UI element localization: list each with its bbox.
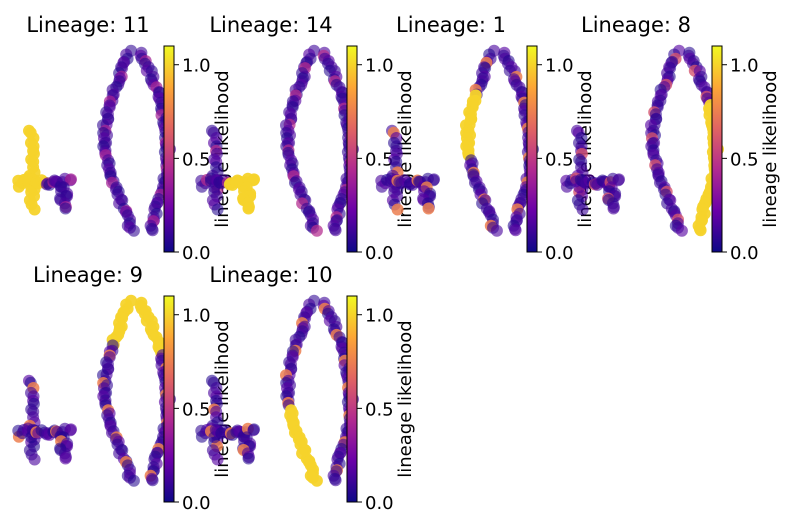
colorbar-tick-label: 1.0 <box>365 56 394 77</box>
colorbar <box>163 45 175 253</box>
panel-title: Lineage: 9 <box>33 263 143 287</box>
scatter-point <box>65 423 77 436</box>
colorbar-tick-label: 0.5 <box>365 399 394 420</box>
scatter-point <box>28 453 41 466</box>
colorbar-tick-label: 0.0 <box>365 493 394 514</box>
colorbar-tick-label: 0.0 <box>365 243 394 264</box>
scatter-point <box>607 202 620 215</box>
colorbar-tick-label: 0.5 <box>182 149 211 170</box>
scatter-point <box>211 203 224 216</box>
scatter-point <box>613 173 625 186</box>
scatter-point <box>310 224 323 237</box>
colorbar-tick-label: 0.5 <box>730 149 759 170</box>
scatter-point <box>242 452 255 465</box>
scatter-point <box>65 173 77 186</box>
colorbar <box>346 45 358 253</box>
colorbar-tick-label: 1.0 <box>182 56 211 77</box>
scatter-point <box>242 202 255 215</box>
scatter-point <box>576 203 589 216</box>
colorbar-tick-label: 0.0 <box>182 493 211 514</box>
panel-title: Lineage: 8 <box>581 13 691 37</box>
scatter-point <box>490 224 503 237</box>
scatter-point <box>59 452 72 465</box>
colorbar-tick-label: 0.0 <box>545 243 574 264</box>
scatter-point <box>422 202 435 215</box>
colorbar-tick-label: 0.5 <box>365 149 394 170</box>
colorbar-tick-label: 1.0 <box>545 56 574 77</box>
colorbar-tick-label: 0.5 <box>545 149 574 170</box>
scatter-point <box>694 224 707 237</box>
panel-title: Lineage: 11 <box>26 13 149 37</box>
colorbar-label: lineage likelihood <box>760 70 781 227</box>
panel-title: Lineage: 1 <box>396 13 506 37</box>
scatter-point <box>146 224 159 237</box>
colorbar-tick-label: 1.0 <box>182 306 211 327</box>
colorbar-tick-label: 0.0 <box>182 243 211 264</box>
scatter-point <box>127 224 140 237</box>
scatter-point <box>391 203 404 216</box>
colorbar-label: lineage likelihood <box>395 320 416 477</box>
colorbar <box>163 295 175 503</box>
scatter-point <box>428 173 440 186</box>
scatter-point <box>329 224 342 237</box>
scatter-point <box>28 203 41 216</box>
scatter-point <box>59 202 72 215</box>
scatter-point <box>127 474 140 487</box>
scatter-point <box>211 453 224 466</box>
colorbar-tick-label: 1.0 <box>730 56 759 77</box>
scatter-point <box>146 474 159 487</box>
panel-title: Lineage: 10 <box>209 263 332 287</box>
colorbar <box>526 45 538 253</box>
scatter-point <box>248 423 260 436</box>
colorbar-tick-label: 0.0 <box>730 243 759 264</box>
scatter-point <box>248 173 260 186</box>
colorbar <box>711 45 723 253</box>
scatter-point <box>509 224 522 237</box>
colorbar-tick-label: 1.0 <box>365 306 394 327</box>
scatter-point <box>329 474 342 487</box>
panel-title: Lineage: 14 <box>209 13 332 37</box>
colorbar <box>346 295 358 503</box>
scatter-point <box>675 224 688 237</box>
scatter-point <box>310 474 323 487</box>
colorbar-tick-label: 0.5 <box>182 399 211 420</box>
